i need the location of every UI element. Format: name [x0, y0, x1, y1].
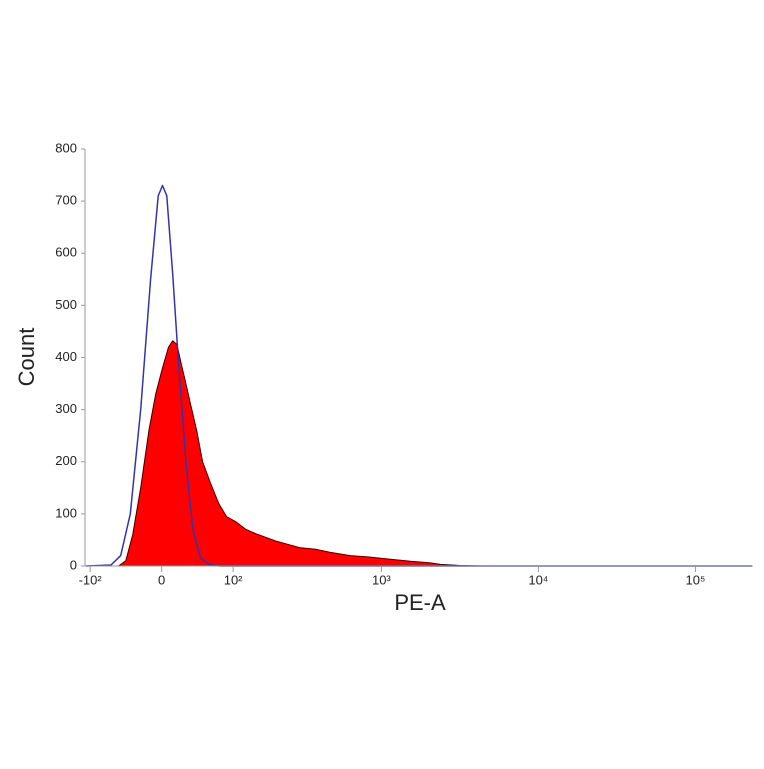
y-tick-label: 600 [55, 245, 77, 260]
x-tick-label: 0 [158, 572, 165, 587]
x-tick-label: 10⁵ [686, 572, 706, 587]
x-tick-label: 10² [224, 572, 243, 587]
y-tick-label: 800 [55, 140, 77, 155]
x-tick-label: -10² [79, 572, 103, 587]
y-tick-label: 0 [70, 557, 77, 572]
histogram-area [85, 340, 753, 567]
histogram-line [85, 184, 752, 567]
x-axis-label: PE-A [394, 590, 446, 615]
y-axis-label: Count [14, 328, 39, 387]
x-tick-label: 10³ [372, 572, 391, 587]
y-tick-label: 700 [55, 193, 77, 208]
y-tick-label: 400 [55, 349, 77, 364]
y-tick-label: 500 [55, 297, 77, 312]
y-tick-label: 100 [55, 505, 77, 520]
x-tick-label: 10⁴ [528, 572, 548, 587]
y-tick-label: 200 [55, 453, 77, 468]
y-tick-label: 300 [55, 401, 77, 416]
